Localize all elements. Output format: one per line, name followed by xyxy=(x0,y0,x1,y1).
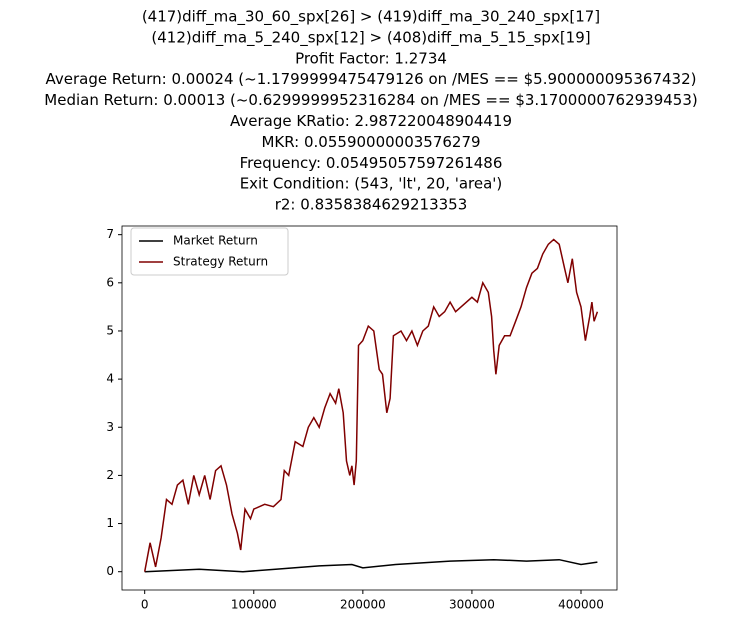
y-tick-label: 2 xyxy=(106,468,114,482)
series-line xyxy=(144,558,598,573)
chart-title: (417)diff_ma_30_60_spx[26] > (419)diff_m… xyxy=(142,8,600,27)
chart-title: (412)diff_ma_5_240_spx[12] > (408)diff_m… xyxy=(151,28,590,47)
series-line xyxy=(143,238,599,572)
chart-title: Exit Condition: (543, 'lt', 20, 'area') xyxy=(240,175,503,193)
y-tick-label: 4 xyxy=(106,372,114,386)
y-tick-label: 1 xyxy=(106,516,114,530)
legend-label: Strategy Return xyxy=(173,255,268,269)
legend-box xyxy=(130,227,289,276)
y-tick-label: 0 xyxy=(106,564,114,578)
chart-title: Median Return: 0.00013 (~0.6299999952316… xyxy=(44,91,697,109)
y-tick-label: 5 xyxy=(106,323,114,337)
x-tick-label: 200000 xyxy=(340,598,386,612)
chart-title: Average Return: 0.00024 (~1.179999947547… xyxy=(46,70,697,88)
y-tick-label: 7 xyxy=(106,227,114,241)
legend-label: Market Return xyxy=(173,234,258,248)
x-tick-label: 100000 xyxy=(231,598,277,612)
x-tick-label: 400000 xyxy=(558,598,604,612)
chart-title: Average KRatio: 2.987220048904419 xyxy=(230,112,512,130)
y-tick-label: 6 xyxy=(106,275,114,289)
x-tick-label: 300000 xyxy=(449,598,495,612)
chart-title: Frequency: 0.05495057597261486 xyxy=(240,154,503,172)
chart-title: Profit Factor: 1.2734 xyxy=(295,49,447,67)
chart-title: MKR: 0.05590000003576279 xyxy=(261,133,480,151)
x-tick-label: 0 xyxy=(141,598,149,612)
chart-title: r2: 0.8358384629213353 xyxy=(275,196,468,214)
y-tick-label: 3 xyxy=(106,420,114,434)
plot-frame xyxy=(121,225,618,591)
